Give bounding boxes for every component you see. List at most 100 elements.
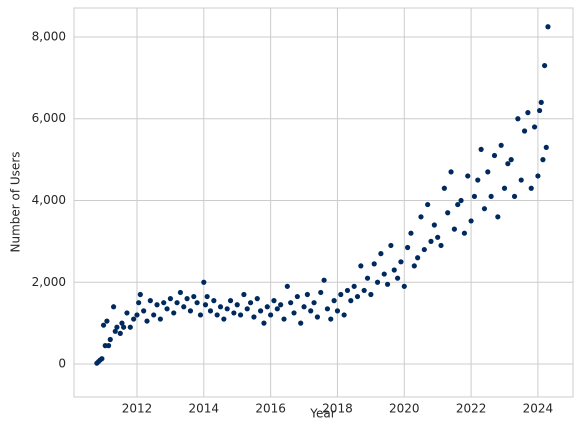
point xyxy=(187,308,194,314)
point xyxy=(451,226,457,232)
point xyxy=(368,291,374,298)
point xyxy=(244,306,250,312)
point xyxy=(364,275,371,281)
point xyxy=(251,314,257,320)
point xyxy=(341,312,347,318)
point xyxy=(398,259,404,265)
y-tick-label: 6,000 xyxy=(32,111,66,125)
point xyxy=(144,318,150,324)
point xyxy=(177,289,184,296)
point xyxy=(301,304,307,310)
point xyxy=(121,324,127,330)
point xyxy=(110,304,117,310)
point xyxy=(254,296,260,302)
point xyxy=(495,214,501,220)
point xyxy=(274,306,280,312)
point xyxy=(112,328,118,334)
point xyxy=(294,293,300,300)
point xyxy=(99,356,105,362)
point xyxy=(114,324,120,330)
point xyxy=(348,298,354,304)
point xyxy=(418,214,424,220)
point xyxy=(100,322,107,328)
x-tick-label: 2018 xyxy=(322,402,353,416)
point xyxy=(475,177,481,183)
x-tick-label: 2012 xyxy=(122,402,153,416)
y-tick-label: 2,000 xyxy=(32,275,66,289)
point xyxy=(525,110,531,116)
point xyxy=(157,316,163,322)
point xyxy=(384,281,391,287)
point xyxy=(134,312,140,318)
point xyxy=(515,116,521,122)
point xyxy=(174,300,180,306)
point xyxy=(518,177,524,183)
point xyxy=(508,157,514,163)
point xyxy=(538,99,544,105)
point xyxy=(491,152,498,159)
point xyxy=(465,173,471,179)
point xyxy=(485,169,491,175)
point xyxy=(237,312,244,318)
point xyxy=(117,330,123,336)
point xyxy=(401,283,407,289)
point xyxy=(124,310,130,316)
point xyxy=(378,251,384,257)
point xyxy=(161,300,167,306)
point xyxy=(505,161,511,167)
point xyxy=(415,255,421,261)
point xyxy=(471,193,478,200)
y-axis-label: Number of Users xyxy=(9,151,23,252)
point xyxy=(105,343,112,349)
y-tick-label: 4,000 xyxy=(32,193,66,207)
point xyxy=(358,263,364,269)
point xyxy=(445,210,451,216)
point xyxy=(542,62,548,69)
point xyxy=(261,320,267,326)
point xyxy=(127,324,133,330)
point xyxy=(425,201,431,208)
point xyxy=(131,316,137,322)
point xyxy=(221,316,227,322)
point xyxy=(391,267,397,273)
point xyxy=(154,302,160,308)
point xyxy=(328,316,334,322)
point xyxy=(271,298,277,304)
point xyxy=(304,291,310,298)
point xyxy=(211,298,217,304)
point xyxy=(488,193,494,200)
point xyxy=(194,300,200,306)
point xyxy=(136,300,142,306)
point xyxy=(461,230,468,236)
x-tick-label: 2014 xyxy=(189,402,220,416)
point xyxy=(181,304,187,310)
point xyxy=(201,279,207,285)
point xyxy=(167,296,173,302)
point xyxy=(202,302,209,308)
point xyxy=(521,128,528,134)
point xyxy=(371,261,377,267)
point xyxy=(511,193,518,200)
point xyxy=(268,312,274,318)
point xyxy=(191,293,197,300)
point xyxy=(314,314,321,320)
point xyxy=(227,298,234,304)
point xyxy=(197,312,204,318)
point xyxy=(281,316,287,322)
y-tick-label: 8,000 xyxy=(32,29,66,43)
point xyxy=(207,308,214,314)
point xyxy=(321,277,327,283)
point xyxy=(308,308,314,314)
point xyxy=(441,185,447,191)
point xyxy=(448,169,454,175)
y-tick-label: 0 xyxy=(58,357,66,371)
point xyxy=(428,238,434,244)
point xyxy=(481,206,488,212)
x-axis-label: Year xyxy=(309,407,335,421)
point xyxy=(468,218,474,224)
point xyxy=(147,298,153,304)
point xyxy=(405,244,411,251)
point xyxy=(284,283,290,289)
point xyxy=(536,107,543,114)
point xyxy=(104,318,110,324)
